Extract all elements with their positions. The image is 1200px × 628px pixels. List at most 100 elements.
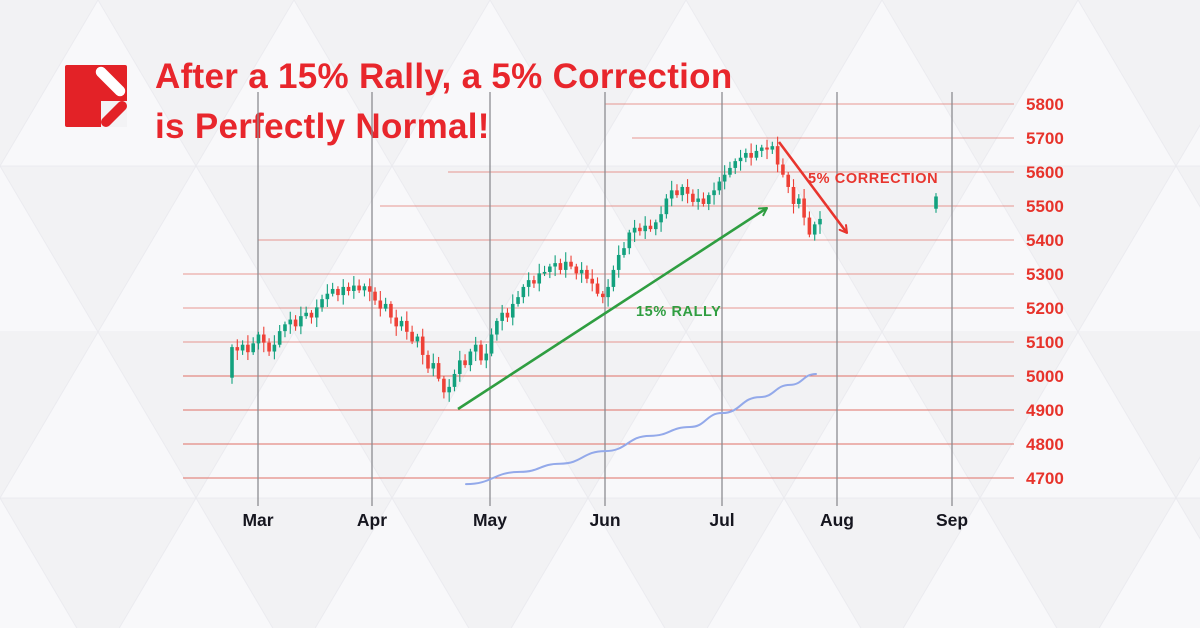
headline: After a 15% Rally, a 5% Correction is Pe… <box>155 52 733 152</box>
candlestick <box>526 280 531 287</box>
candlestick <box>627 232 632 249</box>
candlestick <box>410 331 414 342</box>
candlestick <box>383 303 388 309</box>
candlestick <box>553 263 557 267</box>
candlestick <box>685 186 690 194</box>
candlestick <box>405 320 409 332</box>
x-tick-label-mar: Mar <box>242 510 273 530</box>
candlestick <box>314 307 319 318</box>
candlestick <box>722 174 727 182</box>
candlestick <box>664 198 669 215</box>
candlestick <box>389 303 393 318</box>
candlestick <box>669 190 674 199</box>
y-tick-label-5100: 5100 <box>1026 333 1064 352</box>
candlestick <box>807 217 812 235</box>
candlestick <box>489 334 494 354</box>
x-tick-label-may: May <box>473 510 507 530</box>
candlestick <box>277 331 282 345</box>
y-tick-label-5400: 5400 <box>1026 231 1064 250</box>
candlestick <box>744 152 748 158</box>
y-tick-label-4900: 4900 <box>1026 401 1064 420</box>
headline-line-1: After a 15% Rally, a 5% Correction <box>155 57 733 96</box>
candlestick <box>394 317 399 327</box>
candlestick <box>288 319 293 325</box>
candlestick <box>728 167 732 175</box>
candlestick <box>632 227 637 233</box>
candlestick <box>712 190 716 196</box>
candlestick <box>590 278 595 284</box>
candlestick <box>585 269 589 279</box>
candlestick <box>495 320 499 335</box>
candlestick <box>770 146 775 150</box>
candlestick <box>309 312 314 318</box>
candlestick <box>283 324 287 332</box>
candlestick <box>775 146 780 165</box>
candlestick <box>706 195 711 204</box>
candlestick <box>802 198 806 218</box>
candlestick <box>818 218 822 225</box>
y-tick-label-5600: 5600 <box>1026 163 1064 182</box>
candlestick <box>563 261 568 270</box>
candlestick <box>330 288 335 294</box>
outlier-candlestick <box>934 196 938 209</box>
candlestick <box>749 152 753 158</box>
y-tick-label-5700: 5700 <box>1026 129 1064 148</box>
candlestick <box>473 344 478 352</box>
candlestick <box>595 283 600 294</box>
candlestick <box>521 286 526 298</box>
correction-annotation: 5% CORRECTION <box>808 171 938 187</box>
candlestick <box>431 363 436 369</box>
brand-logo <box>65 65 127 127</box>
candlestick <box>648 225 653 230</box>
candlestick <box>235 347 240 351</box>
candlestick <box>611 269 616 287</box>
candlestick <box>812 224 817 235</box>
candlestick <box>399 320 404 327</box>
candlestick <box>532 280 536 284</box>
candlestick <box>717 181 722 191</box>
y-tick-label-5500: 5500 <box>1026 197 1064 216</box>
candlestick <box>293 319 298 327</box>
vertical-month-gridlines <box>257 92 953 506</box>
candlestick <box>659 214 663 223</box>
y-tick-label-5300: 5300 <box>1026 265 1064 284</box>
candlestick <box>304 312 308 317</box>
candlestick <box>548 266 552 272</box>
rally-arrow <box>457 206 768 411</box>
candlestick <box>696 198 700 202</box>
candlestick <box>574 266 579 274</box>
rally-annotation: 15% RALLY <box>636 304 721 320</box>
candlestick <box>367 286 372 292</box>
candlestick <box>510 303 515 318</box>
candlestick <box>479 344 483 361</box>
candlestick <box>463 360 467 366</box>
candlestick <box>261 334 266 343</box>
candlestick <box>601 293 605 298</box>
y-tick-label-4800: 4800 <box>1026 435 1064 454</box>
candlestick <box>336 288 340 296</box>
candlestick <box>426 354 430 369</box>
x-tick-label-jul: Jul <box>709 510 734 530</box>
candlestick <box>516 297 520 304</box>
y-tick-label-5200: 5200 <box>1026 299 1064 318</box>
candlestick <box>653 222 658 230</box>
candlestick <box>452 373 457 387</box>
candlestick <box>781 164 785 175</box>
candlestick <box>447 386 451 393</box>
candlestick <box>616 254 621 270</box>
candlestick <box>754 150 759 158</box>
candlestick <box>442 378 446 393</box>
candlestick <box>791 186 796 204</box>
candlestick <box>415 336 420 342</box>
candlestick <box>272 344 277 352</box>
moving-average-line <box>465 372 817 486</box>
candlestick <box>579 269 584 274</box>
candlestick <box>357 285 361 291</box>
candlestick <box>691 193 695 202</box>
candlestick <box>606 286 610 298</box>
x-tick-label-aug: Aug <box>820 510 854 530</box>
candlestick <box>505 312 510 318</box>
candlestick <box>341 286 346 296</box>
candlestick <box>569 261 573 267</box>
